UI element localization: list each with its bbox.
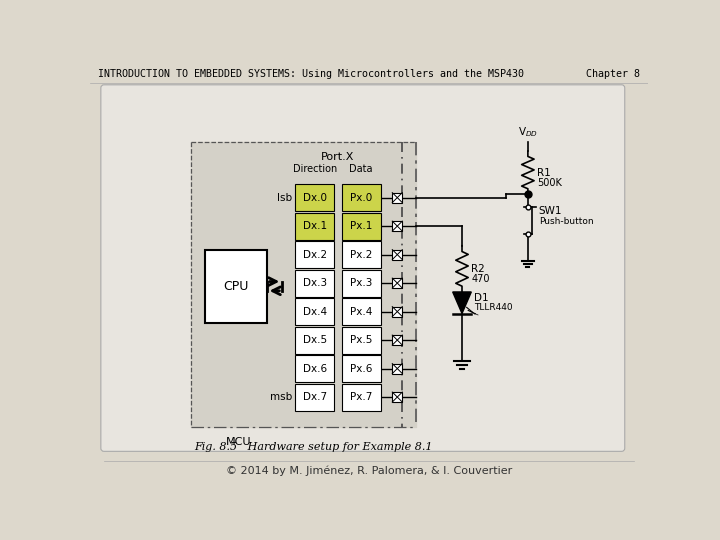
- Text: Fig. 8.5   Hardware setup for Example 8.1: Fig. 8.5 Hardware setup for Example 8.1: [194, 442, 433, 452]
- Bar: [392, 278, 402, 288]
- Text: Px.2: Px.2: [350, 249, 372, 260]
- Text: Px.7: Px.7: [350, 392, 372, 402]
- Text: INTRODUCTION TO EMBEDDED SYSTEMS: Using Microcontrollers and the MSP430: INTRODUCTION TO EMBEDDED SYSTEMS: Using …: [98, 69, 523, 79]
- Text: Px.6: Px.6: [350, 363, 372, 374]
- Text: Dx.3: Dx.3: [302, 278, 327, 288]
- Polygon shape: [453, 292, 472, 314]
- Bar: [392, 193, 402, 202]
- Text: Px.3: Px.3: [350, 278, 372, 288]
- Bar: [392, 307, 402, 316]
- Text: MCU: MCU: [225, 437, 251, 447]
- Text: Chapter 8: Chapter 8: [586, 69, 640, 79]
- Bar: [342, 184, 381, 211]
- Bar: [191, 142, 415, 427]
- Text: Dx.4: Dx.4: [302, 307, 327, 316]
- Bar: [295, 355, 334, 382]
- Text: 500K: 500K: [537, 178, 562, 187]
- Text: Dx.7: Dx.7: [302, 392, 327, 402]
- Text: msb: msb: [270, 392, 292, 402]
- Text: Dx.5: Dx.5: [302, 335, 327, 345]
- Bar: [295, 383, 334, 410]
- Bar: [295, 298, 334, 325]
- Text: Dx.6: Dx.6: [302, 363, 327, 374]
- Text: D1: D1: [474, 293, 489, 303]
- Text: Px.5: Px.5: [350, 335, 372, 345]
- Bar: [392, 221, 402, 231]
- Bar: [392, 335, 402, 345]
- Bar: [295, 241, 334, 268]
- Text: TLLR440: TLLR440: [474, 303, 513, 312]
- Bar: [392, 392, 402, 402]
- Bar: [295, 327, 334, 354]
- Text: V$_{DD}$: V$_{DD}$: [518, 126, 538, 139]
- Text: lsb: lsb: [277, 193, 292, 202]
- Bar: [342, 213, 381, 240]
- Text: Dx.1: Dx.1: [302, 221, 327, 231]
- Text: CPU: CPU: [223, 280, 248, 293]
- Text: Push-button: Push-button: [539, 218, 593, 226]
- Text: Px.4: Px.4: [350, 307, 372, 316]
- Text: Px.1: Px.1: [350, 221, 372, 231]
- Bar: [295, 269, 334, 296]
- Bar: [392, 249, 402, 260]
- Bar: [295, 213, 334, 240]
- FancyBboxPatch shape: [101, 85, 625, 451]
- Text: R2: R2: [472, 264, 485, 274]
- Text: Direction: Direction: [292, 164, 337, 174]
- Bar: [342, 327, 381, 354]
- Bar: [342, 241, 381, 268]
- Text: SW1: SW1: [539, 206, 562, 216]
- Text: 470: 470: [472, 274, 490, 284]
- Text: Port.X: Port.X: [321, 152, 355, 162]
- Bar: [342, 383, 381, 410]
- Bar: [342, 298, 381, 325]
- Bar: [342, 355, 381, 382]
- Bar: [342, 269, 381, 296]
- Bar: [392, 363, 402, 374]
- Text: Dx.2: Dx.2: [302, 249, 327, 260]
- Bar: [204, 249, 266, 323]
- Text: © 2014 by M. Jiménez, R. Palomera, & I. Couvertier: © 2014 by M. Jiménez, R. Palomera, & I. …: [226, 465, 512, 476]
- Text: Dx.0: Dx.0: [302, 193, 327, 202]
- Text: R1: R1: [537, 167, 551, 178]
- Text: Data: Data: [349, 164, 373, 174]
- Bar: [295, 184, 334, 211]
- Text: Px.0: Px.0: [350, 193, 372, 202]
